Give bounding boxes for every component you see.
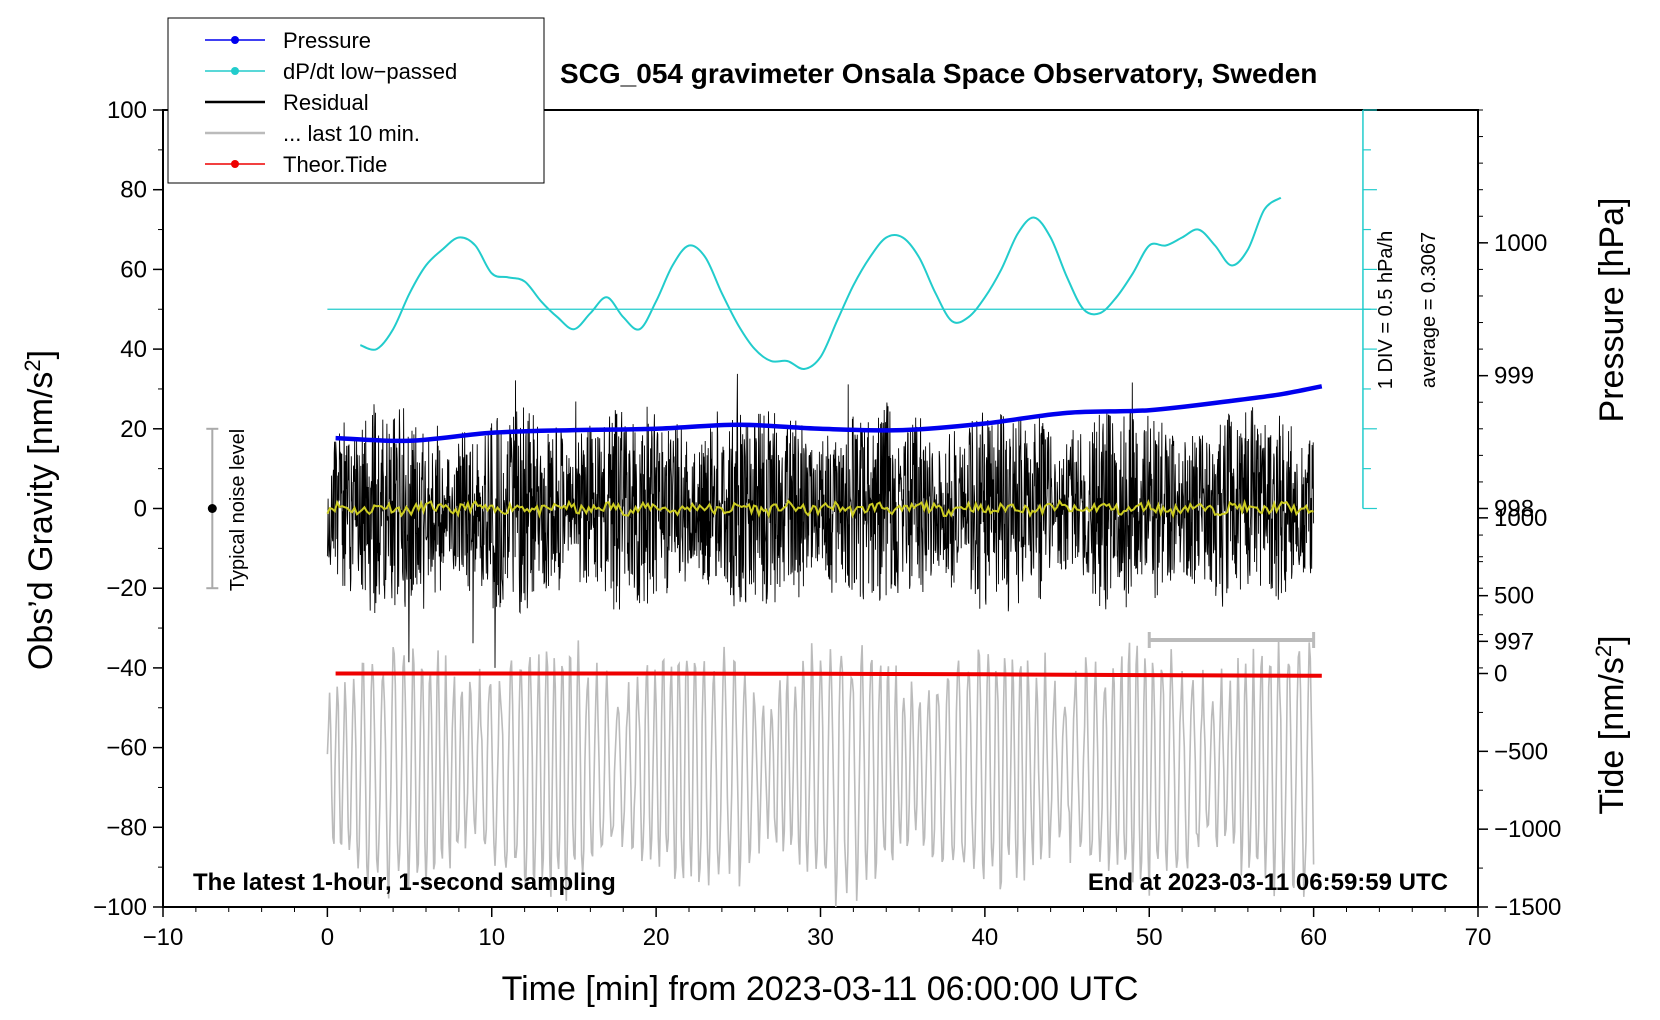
residual-line [326, 373, 1315, 668]
residual-lowpass-series [326, 498, 1314, 519]
noise-level-bar [206, 427, 219, 590]
dpdt-average-label: average = 0.3067 [1418, 232, 1440, 388]
pressure-series [335, 384, 1323, 444]
x-tick-label: 60 [1300, 924, 1327, 951]
noise-level-label: Typical noise level [227, 429, 249, 591]
tide-line [335, 671, 1322, 678]
y-tick-label: 80 [120, 177, 147, 204]
pressure-tick-label: 999 [1494, 363, 1534, 390]
tide-tick-label: 1000 [1494, 505, 1547, 532]
legend-swatch-dot [231, 36, 239, 44]
x-axis-ticks: −10 0 10 20 30 40 50 60 70 [143, 907, 1492, 951]
legend-label: Theor.Tide [283, 152, 387, 177]
y-tick-label: 20 [120, 416, 147, 443]
note-bottom-right: End at 2023-03-11 06:59:59 UTC [1088, 869, 1448, 896]
y-axis-tide-title: Tide [nm/s2] [1591, 635, 1632, 814]
tide-series [335, 671, 1322, 678]
y-axis-left-sup: 2 [20, 359, 45, 371]
tide-axis-ticks: 1000 500 0 −500 −1000 −1500 [1478, 505, 1561, 921]
x-tick-label: −10 [143, 924, 184, 951]
y-tick-label: −40 [106, 655, 147, 682]
y-tick-label: 100 [107, 97, 147, 124]
x-tick-label: 70 [1465, 924, 1492, 951]
y-tick-label: 40 [120, 336, 147, 363]
note-bottom-left: The latest 1-hour, 1-second sampling [193, 869, 616, 896]
y-tick-label: 0 [134, 496, 147, 523]
x-tick-label: 20 [643, 924, 670, 951]
y-axis-tide-sup: 2 [1591, 645, 1616, 657]
last-10-min-series [326, 639, 1315, 908]
x-tick-label: 0 [321, 924, 334, 951]
y-tick-label: −20 [106, 575, 147, 602]
x-tick-label: 30 [807, 924, 834, 951]
legend-label: Residual [283, 90, 369, 115]
legend-box [167, 17, 545, 184]
last-10-min-marker [1147, 632, 1316, 649]
noise-bar-center-dot [207, 504, 217, 513]
chart-title: SCG_054 gravimeter Onsala Space Observat… [560, 58, 1317, 89]
legend-label: ... last 10 min. [283, 121, 420, 146]
y-tick-label: −80 [106, 814, 147, 841]
legend-label: dP/dt low−passed [283, 59, 457, 84]
x-tick-label: 40 [972, 924, 999, 951]
residual-series [326, 373, 1315, 668]
tide-tick-label: −500 [1494, 738, 1548, 765]
y-tick-label: 60 [120, 256, 147, 283]
y-tick-label: −60 [106, 735, 147, 762]
x-tick-label: 10 [478, 924, 505, 951]
x-axis-title: Time [min] from 2023-03-11 06:00:00 UTC [502, 970, 1139, 1008]
y-axis-left-title: Obs’d Gravity [nm/s2] [20, 350, 61, 670]
pressure-axis-ticks: 1000 999 998 997 [1478, 109, 1547, 669]
legend-label: Pressure [283, 28, 371, 53]
dpdt-div-label: 1 DIV = 0.5 hPa/h [1375, 231, 1397, 389]
dpdt-line [359, 196, 1282, 371]
pressure-tick-label: 997 [1494, 628, 1534, 655]
tide-tick-label: 0 [1494, 661, 1507, 688]
y-axis-pressure-title: Pressure [hPa] [1593, 198, 1631, 423]
y-tick-label: −100 [93, 894, 147, 921]
dpdt-series [359, 196, 1282, 371]
x-tick-label: 50 [1136, 924, 1163, 951]
tide-tick-label: 500 [1494, 583, 1534, 610]
tide-tick-label: −1500 [1494, 894, 1561, 921]
y-axis-left-ticks: 100 80 60 40 20 0 −20 −40 −60 −80 −100 [93, 97, 163, 921]
residual-lowpass-line [326, 498, 1314, 519]
tide-tick-label: −1000 [1494, 816, 1561, 843]
legend-swatch-dot [231, 67, 239, 75]
pressure-line [335, 384, 1323, 444]
pressure-tick-label: 998 [1494, 496, 1534, 523]
last-10-min-line [326, 639, 1315, 908]
dpdt-scale [327, 109, 1377, 510]
pressure-tick-label: 1000 [1494, 230, 1547, 257]
legend-swatch-dot [231, 160, 239, 168]
legend: Pressure dP/dt low−passed Residual ... last… [167, 17, 545, 184]
